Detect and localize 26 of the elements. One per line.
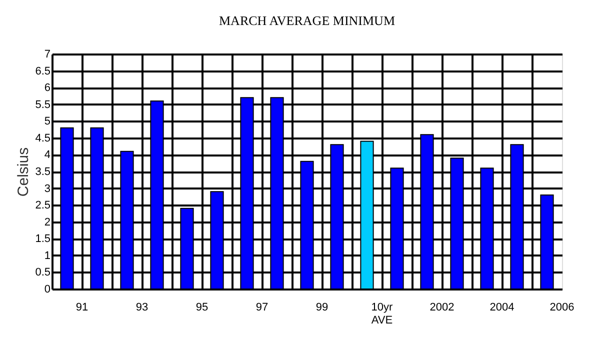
x-tick-label: 2006 [550, 302, 574, 314]
y-tick-label: 2 [44, 216, 50, 228]
y-tick-label: 4 [44, 149, 50, 162]
y-tick-label: 6.5 [35, 65, 50, 78]
x-tick-label: 95 [196, 302, 208, 314]
y-tick-label: 3 [44, 182, 50, 195]
y-tick-label: 0.5 [35, 266, 50, 279]
y-tick-label: 7 [44, 48, 50, 60]
y-tick-label: 3.5 [35, 166, 50, 178]
y-tick-label: 1.5 [35, 233, 50, 246]
y-axis-title: Celsius [15, 147, 32, 197]
x-tick-label: 10yr AVE [371, 302, 394, 326]
y-tick-label: 0 [44, 284, 50, 296]
y-tick-label: 2.5 [35, 200, 50, 212]
x-tick-label: 91 [76, 302, 88, 314]
x-tick-label: 2004 [490, 302, 514, 314]
x-tick-label: 93 [136, 302, 148, 314]
y-tick-label: 6 [44, 82, 50, 94]
y-tick-label: 5 [44, 116, 50, 128]
chart-title: MARCH AVERAGE MINIMUM [218, 13, 396, 28]
x-tick-label: 2002 [430, 302, 454, 314]
y-tick-label: 1 [44, 250, 50, 262]
y-tick-label: 5.5 [35, 98, 50, 111]
x-tick-label: 99 [316, 302, 328, 314]
y-tick-label: 4.5 [35, 132, 50, 144]
x-tick-label: 97 [256, 302, 268, 314]
